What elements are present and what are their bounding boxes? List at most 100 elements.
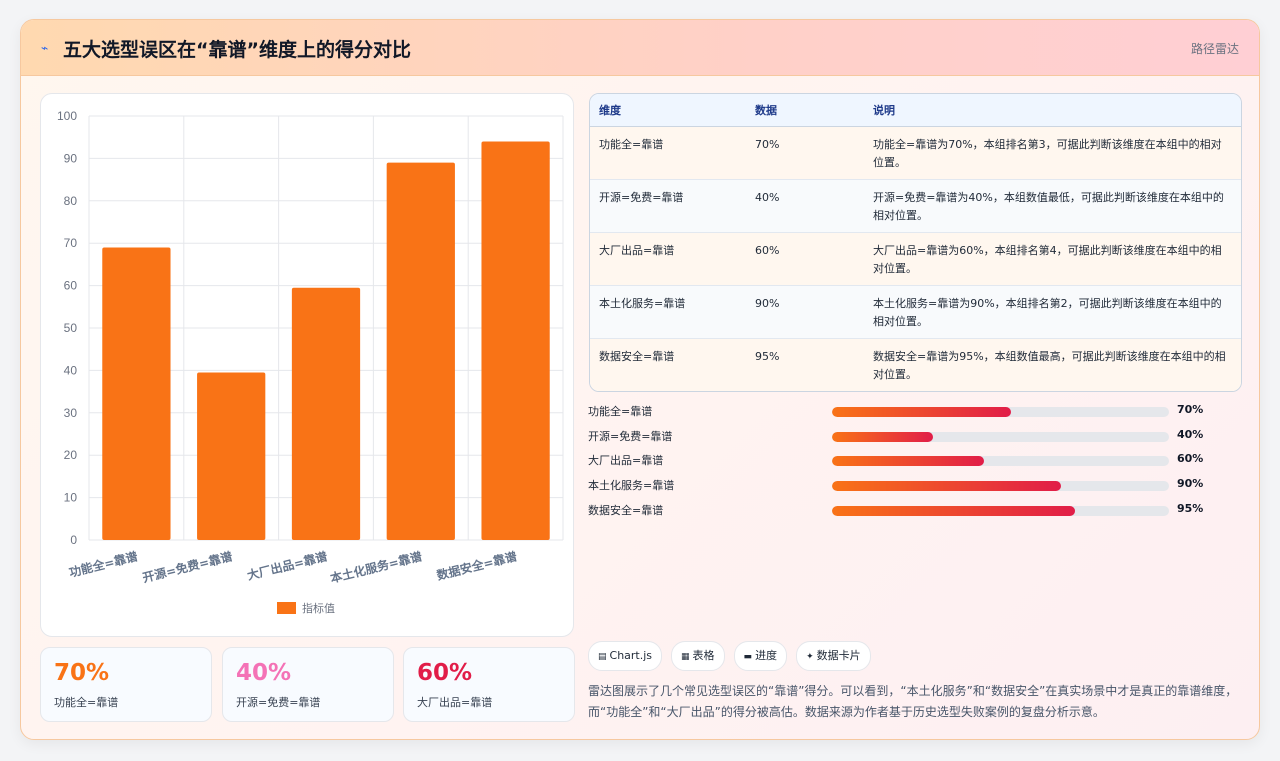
stat-value: 40%: [236, 660, 292, 686]
cell-value: 60%: [746, 232, 864, 286]
y-tick-label: 100: [57, 109, 77, 123]
bar-chart-panel: 0 10 20 30 40 50 60 70 80 90 100 功能全=靠谱 开源=免费=靠谱 大厂出品…: [40, 93, 574, 637]
cell-value: 70%: [746, 126, 864, 180]
table-row: 功能全=靠谱 70% 功能全=靠谱为70%，本组排名第3，可据此判断该维度在本组…: [590, 126, 1241, 180]
y-tick-label: 70: [64, 236, 78, 250]
cell-dimension: 开源=免费=靠谱: [590, 179, 746, 233]
stat-label: 开源=免费=靠谱: [236, 696, 321, 709]
table-icon: ▦: [681, 652, 690, 662]
stat-card: 60% 大厂出品=靠谱: [403, 647, 575, 722]
main-card: ⌁ 五大选型误区在“靠谱”维度上的得分对比 路径雷达 0 10 20 30 40 50 60…: [20, 19, 1260, 740]
y-tick-label: 20: [64, 448, 78, 462]
progress-value: 60%: [1177, 452, 1204, 466]
cell-dimension: 本土化服务=靠谱: [590, 285, 746, 339]
route-radar-badge: 路径雷达: [1190, 42, 1239, 56]
bar-chart: 0 10 20 30 40 50 60 70 80 90 100 功能全=靠谱 开源=免费=靠谱 大厂出品…: [57, 109, 564, 615]
progress-value: 90%: [1177, 477, 1204, 491]
stat-card: 40% 开源=免费=靠谱: [222, 647, 394, 722]
progress-value: 95%: [1177, 501, 1204, 515]
trend-icon: ⌁: [41, 41, 49, 55]
cell-dimension: 大厂出品=靠谱: [590, 232, 746, 286]
progress-label: 功能全=靠谱: [588, 405, 653, 418]
y-tick-label: 50: [64, 321, 78, 335]
progress-track: [832, 407, 1169, 417]
table-row: 本土化服务=靠谱 90% 本土化服务=靠谱为90%，本组排名第2，可据此判断该维…: [590, 285, 1241, 339]
card-icon: ✦: [806, 652, 814, 662]
legend-swatch: [277, 602, 296, 614]
cell-description: 功能全=靠谱为70%，本组排名第3，可据此判断该维度在本组中的相对位置。: [864, 126, 1241, 180]
x-tick-label: 数据安全=靠谱: [435, 548, 518, 582]
x-tick-label: 开源=免费=靠谱: [141, 548, 234, 585]
data-table: 维度 数据 说明 功能全=靠谱 70% 功能全=靠谱为70%，本组排名第3，可据…: [589, 93, 1242, 392]
cell-value: 40%: [746, 179, 864, 233]
chip-progress[interactable]: ▬ 进度: [733, 641, 788, 671]
progress-track: [832, 505, 1169, 516]
progress-fill: [832, 407, 1011, 417]
y-tick-label: 90: [64, 151, 78, 165]
y-tick-label: 0: [70, 533, 77, 547]
progress-row: 功能全=靠谱 70%: [588, 402, 1238, 427]
chip-label: 进度: [755, 649, 778, 662]
progress-fill: [832, 431, 934, 442]
progress-label: 数据安全=靠谱: [588, 503, 664, 517]
progress-track: [832, 456, 1169, 467]
progress-fill: [832, 481, 1062, 492]
bar: [386, 162, 455, 540]
progress-row: 本土化服务=靠谱 90%: [588, 476, 1238, 501]
progress-row: 大厂出品=靠谱 60%: [588, 451, 1238, 476]
y-tick-label: 40: [64, 363, 78, 377]
progress-track: [832, 431, 1169, 442]
progress-label: 大厂出品=靠谱: [588, 454, 664, 468]
bar: [291, 287, 361, 540]
progress-icon: ▬: [743, 652, 753, 662]
x-tick-label: 功能全=靠谱: [68, 548, 140, 580]
progress-fill: [832, 505, 1075, 516]
card-header: ⌁ 五大选型误区在“靠谱”维度上的得分对比 路径雷达: [21, 20, 1259, 76]
progress-label: 本土化服务=靠谱: [588, 479, 675, 493]
legend-label: 指标值: [302, 601, 335, 615]
stat-label: 大厂出品=靠谱: [417, 696, 493, 709]
chip-table[interactable]: ▦ 表格: [671, 641, 725, 671]
col-data: 数据: [746, 94, 864, 127]
cell-value: 90%: [746, 285, 864, 339]
chip-label: 表格: [692, 649, 715, 662]
progress-value: 40%: [1177, 427, 1204, 441]
cell-description: 数据安全=靠谱为95%，本组数值最高，可据此判断该维度在本组中的相对位置。: [864, 338, 1241, 391]
y-tick-label: 10: [64, 491, 78, 505]
cell-value: 95%: [746, 338, 864, 391]
col-description: 说明: [864, 94, 1241, 127]
summary-text: 雷达图展示了几个常见选型误区的“靠谱”得分。可以看到，“本土化服务”和“数据安全…: [588, 684, 1238, 719]
progress-track: [832, 481, 1169, 492]
bar: [481, 141, 550, 540]
chip-chartjs[interactable]: ▤ Chart.js: [588, 641, 663, 671]
progress-row: 数据安全=靠谱 95%: [588, 501, 1238, 526]
progress-value: 70%: [1177, 403, 1204, 416]
y-tick-label: 80: [64, 194, 78, 208]
x-tick-label: 大厂出品=靠谱: [245, 548, 328, 582]
progress-row: 开源=免费=靠谱 40%: [588, 427, 1238, 452]
page-title: 五大选型误区在“靠谱”维度上的得分对比: [63, 39, 411, 61]
stat-label: 功能全=靠谱: [54, 696, 119, 709]
cell-description: 开源=免费=靠谱为40%，本组数值最低，可据此判断该维度在本组中的相对位置。: [864, 179, 1241, 233]
progress-label: 开源=免费=靠谱: [588, 429, 673, 443]
tech-chips: ▤ Chart.js ▦ 表格 ▬ 进度 ✦ 数据卡片: [588, 641, 880, 671]
chart-icon: ▤: [598, 652, 607, 662]
y-tick-label: 60: [64, 279, 78, 293]
table-row: 数据安全=靠谱 95% 数据安全=靠谱为95%，本组数值最高，可据此判断该维度在…: [590, 338, 1241, 391]
chip-label: Chart.js: [609, 649, 653, 662]
progress-fill: [832, 456, 984, 467]
stat-card: 70% 功能全=靠谱: [40, 647, 212, 722]
chip-data-card[interactable]: ✦ 数据卡片: [796, 641, 871, 671]
col-dimension: 维度: [590, 94, 746, 127]
stat-value: 60%: [417, 660, 473, 686]
table-header-row: 维度 数据 说明: [590, 94, 1241, 127]
cell-dimension: 功能全=靠谱: [590, 126, 746, 180]
bar: [197, 372, 266, 540]
chip-label: 数据卡片: [816, 649, 861, 662]
progress-list: 功能全=靠谱 70% 开源=免费=靠谱 40% 大厂出品=靠谱 60% 本土化服…: [588, 402, 1238, 525]
x-tick-label: 本土化服务=靠谱: [329, 548, 424, 585]
cell-dimension: 数据安全=靠谱: [590, 338, 746, 391]
y-tick-label: 30: [64, 406, 78, 420]
table-row: 大厂出品=靠谱 60% 大厂出品=靠谱为60%，本组排名第4，可据此判断该维度在…: [590, 232, 1241, 286]
table-row: 开源=免费=靠谱 40% 开源=免费=靠谱为40%，本组数值最低，可据此判断该维…: [590, 179, 1241, 233]
